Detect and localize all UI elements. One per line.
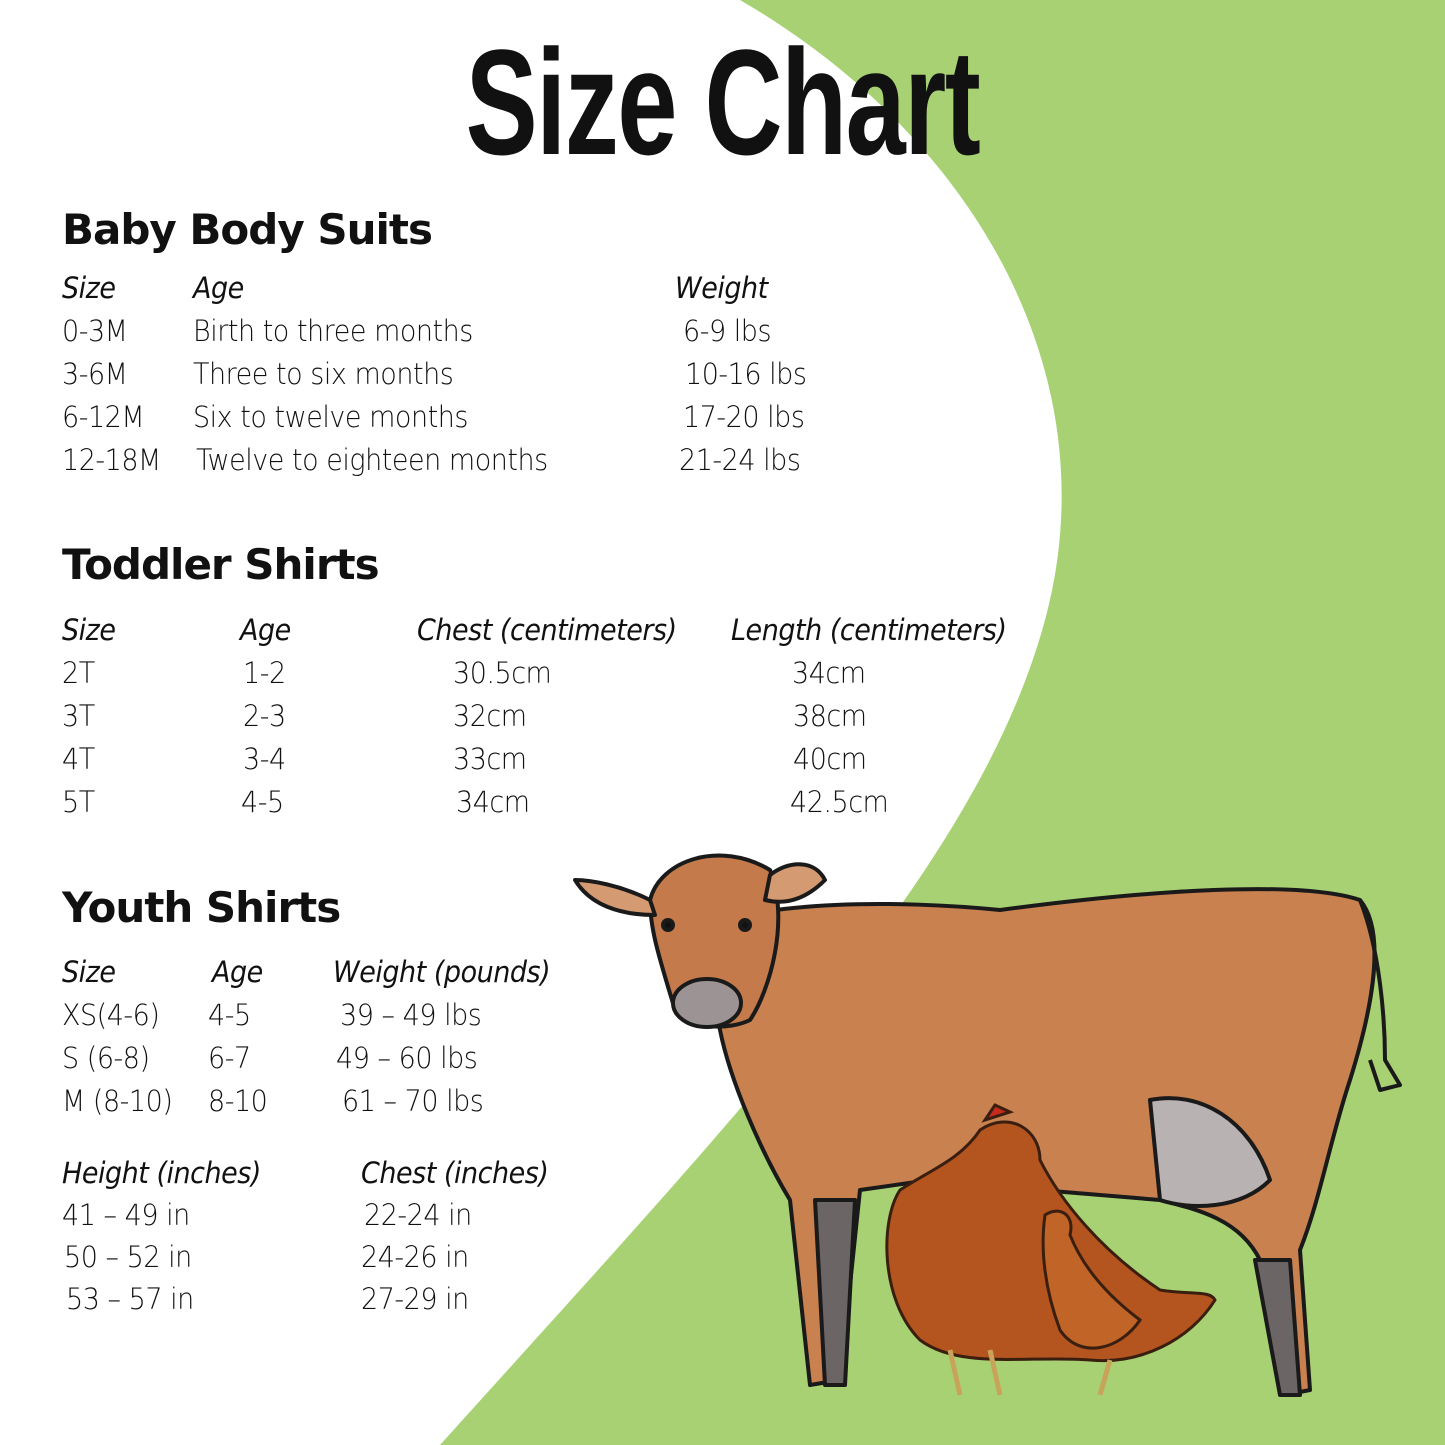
table-cell: 4-5: [241, 785, 284, 819]
table-cell: 49 – 60 lbs: [336, 1041, 478, 1075]
table-cell: 10-16 lbs: [685, 357, 807, 391]
page-title: Size Chart: [465, 18, 981, 186]
table-cell: 32cm: [453, 699, 527, 733]
table-cell: Six to twelve months: [193, 400, 468, 434]
table-cell: 53 – 57 in: [66, 1282, 194, 1316]
table-cell: 34cm: [792, 656, 866, 690]
table-cell: 39 – 49 lbs: [340, 998, 482, 1032]
column-header: Size: [62, 271, 116, 305]
column-header: Age: [240, 613, 291, 647]
table-cell: 8-10: [208, 1084, 268, 1118]
table-cell: 22-24 in: [364, 1198, 472, 1232]
chicken-icon: [885, 1103, 1217, 1396]
section-heading: Baby Body Suits: [62, 205, 433, 254]
table-cell: 6-12M: [62, 400, 145, 434]
table-cell: 0-3M: [62, 314, 128, 348]
table-cell: 4-5: [208, 998, 251, 1032]
table-cell: 17-20 lbs: [683, 400, 805, 434]
table-cell: 5T: [62, 785, 95, 819]
column-header: Chest (centimeters): [417, 613, 677, 647]
table-cell: 24-26 in: [361, 1240, 469, 1274]
table-cell: 2-3: [243, 699, 286, 733]
table-cell: 42.5cm: [790, 785, 889, 819]
table-cell: 12-18M: [62, 443, 161, 477]
table-cell: 3-4: [243, 742, 286, 776]
column-header: Age: [193, 271, 244, 305]
column-header: Age: [212, 955, 263, 989]
column-header: Size: [62, 613, 116, 647]
table-cell: 30.5cm: [453, 656, 552, 690]
table-cell: 21-24 lbs: [679, 443, 801, 477]
column-header: Size: [62, 955, 116, 989]
table-cell: 1-2: [243, 656, 286, 690]
section-heading: Toddler Shirts: [62, 540, 380, 589]
column-header: Height (inches): [62, 1156, 261, 1190]
table-cell: 6-9 lbs: [683, 314, 772, 348]
table-cell: S (6-8): [62, 1041, 150, 1075]
table-cell: 27-29 in: [361, 1282, 469, 1316]
table-cell: 34cm: [456, 785, 530, 819]
table-cell: 4T: [62, 742, 95, 776]
table-cell: M (8-10): [62, 1084, 173, 1118]
table-cell: 50 – 52 in: [64, 1240, 192, 1274]
section-heading: Youth Shirts: [62, 883, 341, 932]
column-header: Chest (inches): [361, 1156, 549, 1190]
column-header: Weight (pounds): [333, 955, 551, 989]
column-header: Weight: [675, 271, 768, 305]
table-cell: 40cm: [793, 742, 867, 776]
column-header: Length (centimeters): [731, 613, 1007, 647]
table-cell: 38cm: [793, 699, 867, 733]
table-cell: Three to six months: [193, 357, 454, 391]
table-cell: Birth to three months: [193, 314, 473, 348]
table-cell: XS(4-6): [62, 998, 160, 1032]
table-cell: 2T: [62, 656, 95, 690]
table-cell: 3T: [62, 699, 95, 733]
table-cell: 33cm: [453, 742, 527, 776]
table-cell: 61 – 70 lbs: [342, 1084, 484, 1118]
table-cell: 41 – 49 in: [62, 1198, 190, 1232]
table-cell: 3-6M: [62, 357, 128, 391]
table-cell: 6-7: [208, 1041, 251, 1075]
table-cell: Twelve to eighteen months: [196, 443, 548, 477]
